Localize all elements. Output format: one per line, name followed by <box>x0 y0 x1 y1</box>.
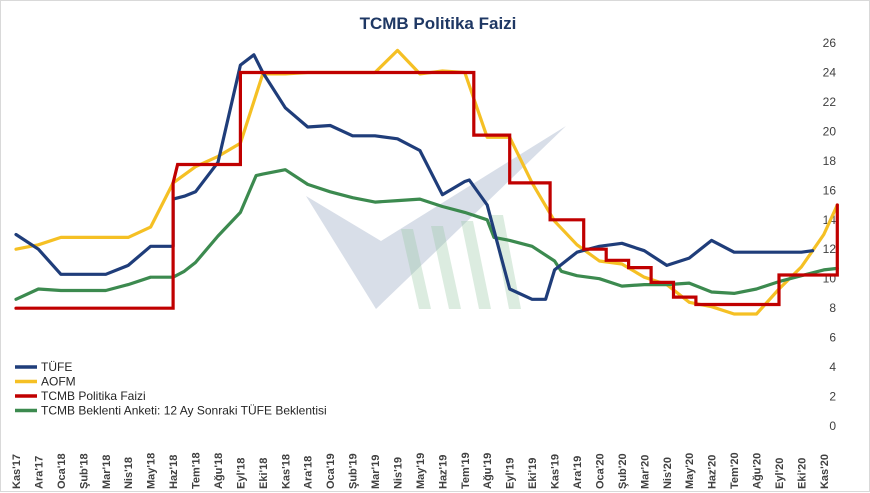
legend-label: AOFM <box>41 375 76 389</box>
y-tick-label: 24 <box>823 65 837 79</box>
legend-label: TÜFE <box>41 360 72 374</box>
x-tick-label: Eyl'19 <box>505 458 517 489</box>
x-tick-label: Eki'18 <box>258 458 270 489</box>
series-line-2 <box>14 70 839 310</box>
watermark-check-shape <box>306 126 566 309</box>
x-tick-label: Mar'20 <box>639 455 651 489</box>
series-layer <box>14 48 839 316</box>
watermark-stripe <box>401 229 431 309</box>
y-tick-label: 8 <box>829 301 836 315</box>
x-tick-label: Ara'18 <box>303 456 315 489</box>
x-tick-label: Haz'20 <box>707 455 719 489</box>
x-tick-label: May'20 <box>684 453 696 489</box>
watermark-logo <box>306 126 566 309</box>
x-tick-label: Tem'19 <box>460 452 472 489</box>
y-tick-label: 4 <box>829 360 836 374</box>
x-tick-label: Nis'20 <box>662 457 674 489</box>
watermark-stripe <box>431 226 461 309</box>
legend-label: TCMB Beklenti Anketi: 12 Ay Sonraki TÜFE… <box>41 404 327 418</box>
x-tick-label: Eyl'20 <box>774 458 786 489</box>
x-tick-label: Ara'19 <box>572 456 584 489</box>
x-tick-label: Eki'19 <box>527 458 539 489</box>
series-line-1 <box>14 48 839 316</box>
x-tick-label: May'18 <box>146 453 158 489</box>
x-tick-label: Şub'20 <box>617 453 629 489</box>
x-tick-label: Haz'19 <box>437 455 449 489</box>
x-tick-label: Mar'18 <box>101 455 113 489</box>
x-tick-label: Eki'20 <box>796 458 808 489</box>
x-tick-label: Şub'18 <box>78 453 90 489</box>
watermark-stripe <box>461 221 491 309</box>
x-tick-label: Mar'19 <box>370 455 382 489</box>
x-tick-label: Oca'20 <box>594 453 606 489</box>
x-tick-label: Kas'20 <box>819 454 831 489</box>
y-tick-label: 12 <box>823 242 837 256</box>
x-tick-label: Şub'19 <box>348 453 360 489</box>
x-tick-label: Kas'19 <box>550 454 562 489</box>
y-tick-label: 18 <box>823 154 837 168</box>
y-tick-label: 20 <box>823 124 837 138</box>
y-tick-label: 26 <box>823 36 837 50</box>
legend-label: TCMB Politika Faizi <box>41 389 146 403</box>
x-tick-label: Nis'19 <box>392 457 404 489</box>
x-tick-label: Ağu'18 <box>213 453 225 489</box>
x-tick-label: Haz'18 <box>168 455 180 489</box>
x-tick-label: Tem'20 <box>729 452 741 489</box>
x-tick-label: Ağu'19 <box>482 453 494 489</box>
x-tick-label: Kas'18 <box>280 454 292 489</box>
x-tick-label: Ara'17 <box>33 456 45 489</box>
x-tick-label: Tem'18 <box>191 452 203 489</box>
y-tick-label: 0 <box>829 419 836 433</box>
series-line-3 <box>14 168 839 301</box>
y-tick-label: 22 <box>823 95 837 109</box>
y-tick-label: 16 <box>823 183 837 197</box>
x-tick-label: Oca'18 <box>56 453 68 489</box>
y-tick-label: 6 <box>829 331 836 345</box>
x-tick-label: Eyl'18 <box>235 458 247 489</box>
series-line-0 <box>14 53 815 301</box>
x-tick-label: May'19 <box>415 453 427 489</box>
watermark-stripe <box>491 215 521 309</box>
x-axis: Kas'17 Ara'17 Oca'18 Şub'18 Mar'18 Nis'18 May'… <box>11 452 831 489</box>
x-tick-label: Nis'18 <box>123 457 135 489</box>
chart-title: TCMB Politika Faizi <box>360 14 517 33</box>
y-tick-label: 2 <box>829 390 836 404</box>
x-tick-label: Kas'17 <box>11 454 23 489</box>
x-tick-label: Oca'19 <box>325 453 337 489</box>
x-tick-label: Ağu'20 <box>752 453 764 489</box>
